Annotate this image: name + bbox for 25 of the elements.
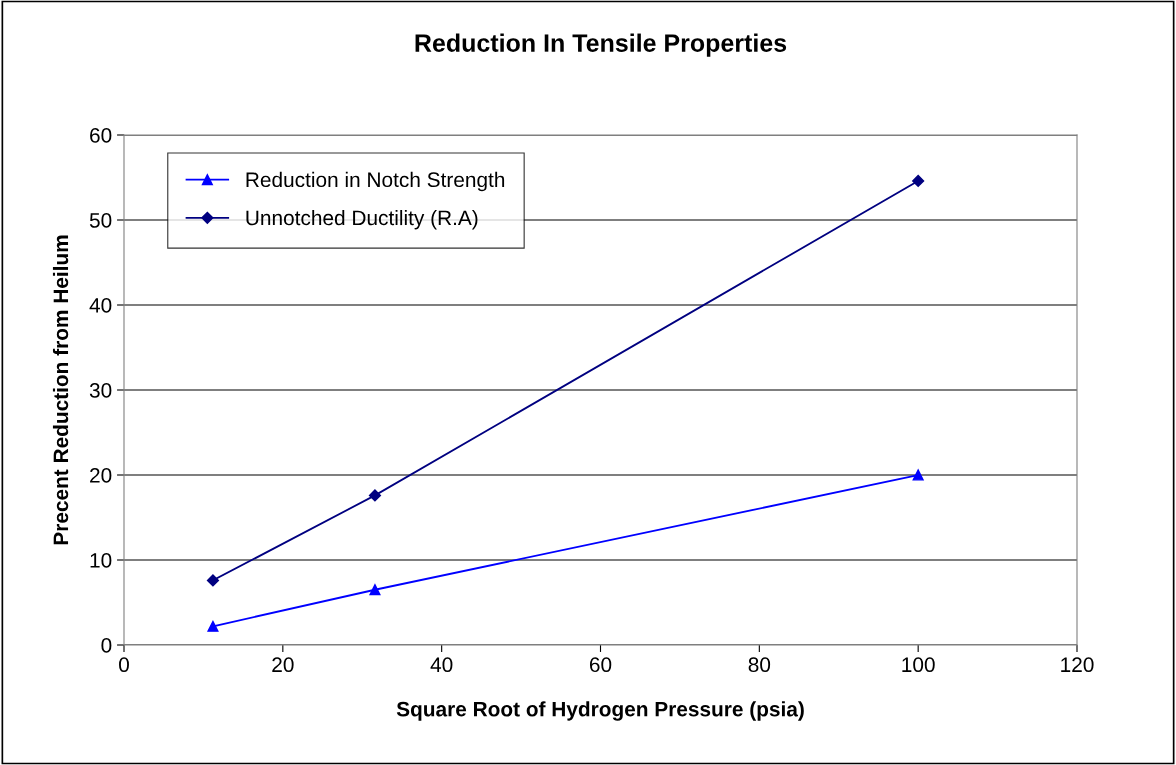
point [368,489,382,502]
x-tick-label: 120 [1061,657,1094,673]
x-tick-label: 0 [119,657,129,673]
point [369,584,381,596]
x-tick-label: 80 [748,657,771,673]
y-tick-label: 50 [89,213,112,228]
point [207,620,219,632]
y-tick-label: 30 [89,383,112,398]
y-tick-label: 0 [101,638,112,653]
x-axis-title: Square Root of Hydrogen Pressure (psia) [396,701,804,721]
point [912,174,925,187]
legend-label: Reduction in Notch Strength [246,171,505,192]
y-tick-label: 40 [89,298,112,313]
y-tick-label: 60 [90,128,112,143]
x-tick-label: 20 [272,657,294,673]
x-tick-label: 40 [430,657,453,673]
legend-label: Unnotched Ductility (R.A) [246,209,478,230]
x-tick-label: 60 [589,657,612,673]
y-tick-label: 20 [90,468,112,483]
point [912,469,924,481]
y-tick-label: 10 [90,553,112,568]
point [206,574,220,587]
y-axis-title: Precent Reduction from Heilum [52,235,69,545]
chart-title: Reduction In Tensile Properties [415,33,787,57]
x-tick-label: 100 [902,657,935,673]
